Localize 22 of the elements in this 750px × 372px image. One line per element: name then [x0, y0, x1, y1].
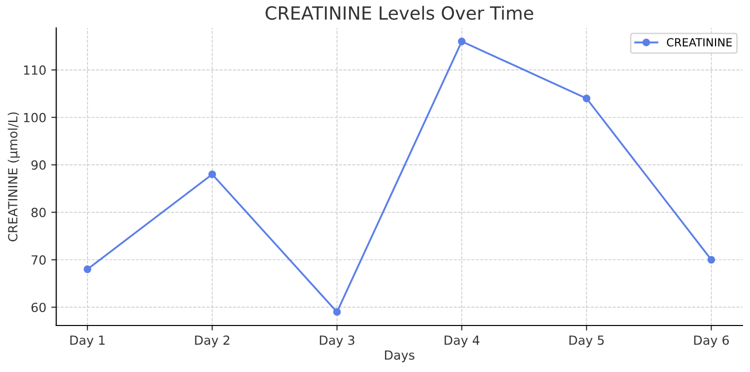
chart-title: CREATININE Levels Over Time: [266, 6, 534, 20]
y-axis-title: CREATININE (µmol/L): [8, 112, 20, 242]
x-axis-title: Days: [385, 350, 414, 362]
point: [707, 256, 716, 264]
point: [333, 308, 341, 316]
x-tick-label: Day 3: [320, 335, 354, 348]
y-tick-label: 60: [31, 302, 46, 312]
x-tick-label: Day 4: [444, 336, 480, 348]
x-tick-label: Day 1: [70, 336, 105, 348]
y-tick-label: 90: [31, 160, 46, 170]
point: [582, 94, 590, 102]
point: [458, 38, 466, 46]
point: [208, 170, 216, 178]
x-tick-label: Day 2: [195, 335, 230, 348]
x-tick-label: Day 6: [694, 335, 729, 348]
y-tick-label: 80: [31, 208, 46, 218]
point: [84, 265, 92, 274]
y-tick-label: 100: [24, 112, 46, 122]
x-tick-label: Day 5: [569, 336, 604, 348]
y-tick-label: 70: [32, 255, 46, 265]
y-tick-label: 110: [24, 65, 46, 75]
legend-label: CREATININE: [666, 38, 732, 46]
